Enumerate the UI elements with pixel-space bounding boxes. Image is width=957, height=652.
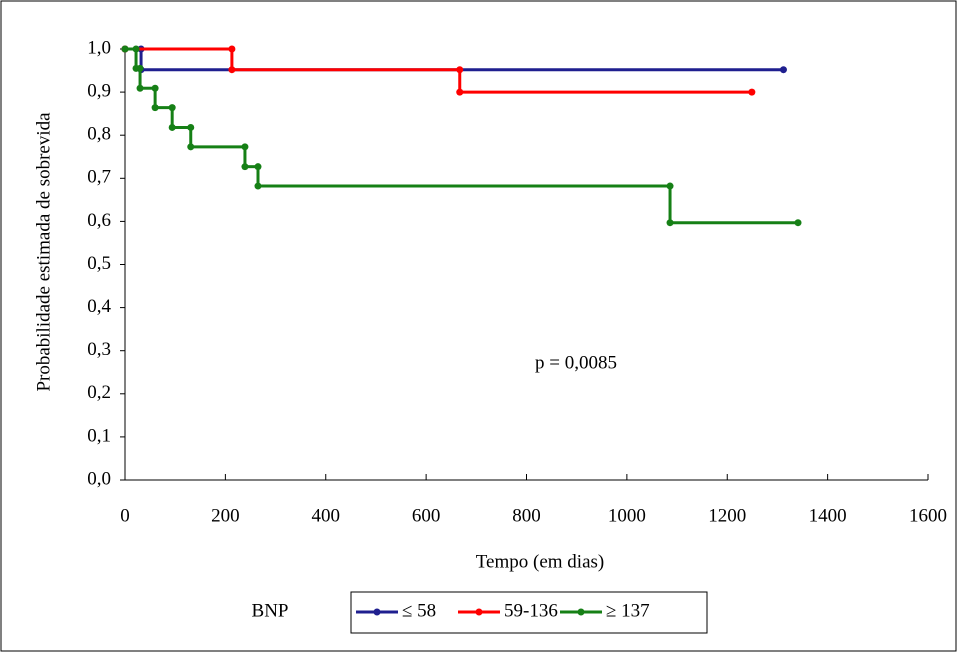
- point: [779, 66, 787, 74]
- point: [241, 163, 249, 171]
- point: [228, 45, 236, 53]
- y-tick-label: 0,6: [87, 210, 111, 231]
- y-tick-label: 0,4: [87, 296, 111, 317]
- point: [168, 104, 176, 112]
- point: [228, 66, 236, 74]
- point: [121, 45, 129, 53]
- y-tick-label: 0,2: [87, 382, 111, 403]
- point: [456, 88, 464, 96]
- y-tick-label: 0,9: [87, 80, 111, 101]
- point: [132, 45, 140, 53]
- legend-label: ≥ 137: [606, 600, 650, 621]
- x-tick-label: 200: [211, 505, 240, 526]
- point: [151, 104, 159, 112]
- point: [136, 84, 144, 92]
- y-tick-label: 0,7: [87, 167, 111, 188]
- y-tick-label: 0,3: [87, 339, 111, 360]
- y-tick-label: 0,8: [87, 124, 111, 145]
- y-tick-label: 0,0: [87, 468, 111, 489]
- point: [187, 123, 195, 131]
- x-tick-label: 400: [312, 505, 341, 526]
- point: [241, 143, 249, 151]
- legend-label: 59-136: [504, 600, 558, 621]
- point: [254, 163, 262, 171]
- legend-marker: [373, 608, 381, 616]
- point: [187, 143, 195, 151]
- x-tick-label: 0: [120, 505, 130, 526]
- annotation: p = 0,0085: [535, 352, 617, 373]
- point: [748, 88, 756, 96]
- legend-marker: [577, 608, 585, 616]
- point: [151, 84, 159, 92]
- legend-title: BNP: [252, 600, 289, 621]
- y-axis-title: Probabilidade estimada de sobrevida: [33, 112, 54, 392]
- x-tick-label: 800: [512, 505, 541, 526]
- point: [794, 219, 802, 227]
- x-tick-label: 600: [412, 505, 441, 526]
- x-tick-label: 1400: [809, 505, 847, 526]
- point: [168, 123, 176, 131]
- legend-box: [350, 591, 708, 634]
- x-tick-label: 1200: [708, 505, 746, 526]
- point: [254, 182, 262, 190]
- point: [136, 64, 144, 72]
- x-axis-title: Tempo (em dias): [476, 551, 604, 572]
- point: [666, 219, 674, 227]
- point: [666, 182, 674, 190]
- point: [456, 66, 464, 74]
- legend-marker: [475, 608, 483, 616]
- x-tick-label: 1000: [608, 505, 646, 526]
- y-tick-label: 1,0: [87, 37, 111, 58]
- x-tick-label: 1600: [909, 505, 947, 526]
- y-tick-label: 0,5: [87, 253, 111, 274]
- y-tick-label: 0,1: [87, 425, 111, 446]
- legend-label: ≤ 58: [402, 600, 436, 621]
